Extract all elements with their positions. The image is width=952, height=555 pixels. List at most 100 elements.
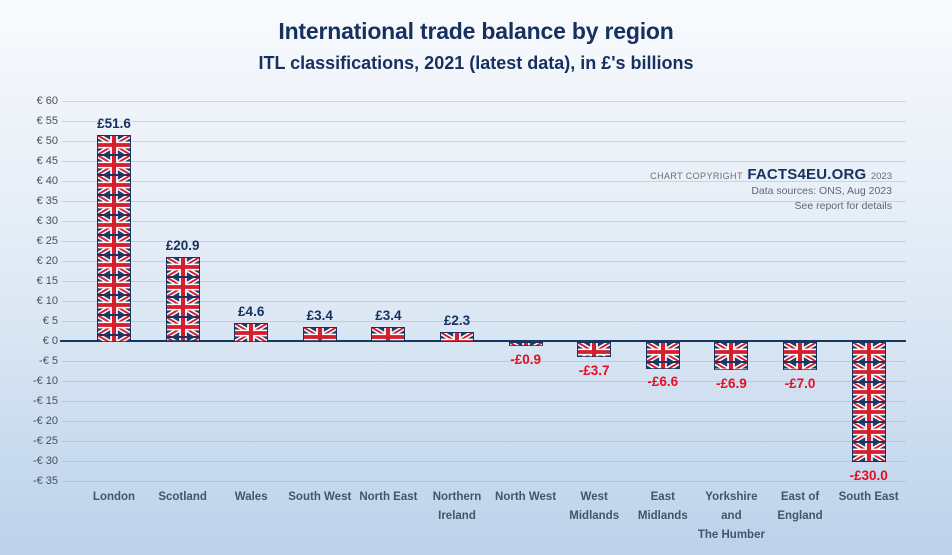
x-category-label: Wales bbox=[208, 488, 294, 507]
y-tick-label: -€ 15 bbox=[32, 395, 58, 407]
gridline bbox=[62, 141, 906, 142]
bar-north-west bbox=[508, 342, 543, 346]
x-category-label-line: North East bbox=[359, 491, 418, 503]
x-category-label: East of England bbox=[757, 488, 843, 526]
gridline bbox=[62, 261, 906, 262]
y-tick-label: € 30 bbox=[36, 215, 58, 227]
x-category-label-line: East bbox=[650, 491, 675, 503]
gridline bbox=[62, 161, 906, 162]
x-category-label-line: Northern bbox=[432, 491, 482, 503]
chart-title: International trade balance by region bbox=[278, 18, 674, 44]
gridline bbox=[62, 181, 906, 182]
x-category-label: Scotland bbox=[140, 488, 226, 507]
bar-wales bbox=[234, 322, 269, 342]
x-category-label-line: Scotland bbox=[158, 491, 207, 503]
bar-value-label: £3.4 bbox=[306, 308, 333, 324]
bar-south-west bbox=[302, 327, 337, 342]
y-tick-label: € 15 bbox=[36, 275, 58, 287]
bar-value-label: -£6.9 bbox=[716, 375, 747, 391]
x-category-label-line: and bbox=[721, 510, 742, 522]
bar-london bbox=[97, 134, 131, 342]
x-category-label-line: North West bbox=[495, 491, 557, 503]
x-category-label-line: Wales bbox=[234, 491, 268, 503]
copyright-block: CHART COPYRIGHT FACTS4EU.ORG 2023 Data s… bbox=[650, 167, 892, 214]
y-tick-label: € 35 bbox=[36, 195, 58, 207]
y-tick-label: € 45 bbox=[36, 155, 58, 167]
y-tick-label: -€ 10 bbox=[32, 375, 58, 387]
y-tick-label: € 60 bbox=[36, 95, 58, 107]
x-category-label-line: Ireland bbox=[438, 510, 476, 522]
bar-west-midlands bbox=[577, 342, 612, 357]
y-tick-label: -€ 20 bbox=[32, 415, 58, 427]
gridline bbox=[62, 461, 906, 462]
bar-value-label: £4.6 bbox=[238, 303, 265, 319]
x-category-label: London bbox=[71, 488, 157, 507]
x-category-label-line: The Humber bbox=[697, 529, 765, 541]
y-tick-label: € 20 bbox=[36, 255, 58, 267]
gridline bbox=[62, 381, 906, 382]
x-category-label: North East bbox=[345, 488, 431, 507]
gridline bbox=[62, 321, 906, 322]
gridline bbox=[62, 441, 906, 442]
bar-value-label: -£7.0 bbox=[784, 376, 816, 391]
y-tick-label: € 40 bbox=[36, 175, 58, 187]
x-category-label: East Midlands bbox=[620, 488, 706, 526]
x-category-label-line: Yorkshire bbox=[705, 491, 758, 503]
y-tick-label: -€ 35 bbox=[32, 475, 58, 487]
bar-value-label: £20.9 bbox=[165, 238, 200, 254]
gridline bbox=[62, 301, 906, 302]
y-tick-label: € 10 bbox=[36, 295, 58, 307]
x-category-label-line: South West bbox=[288, 491, 352, 503]
bar-value-label: £51.6 bbox=[97, 115, 131, 131]
y-tick-label: -€ 30 bbox=[32, 455, 58, 467]
y-tick-label: -€ 25 bbox=[32, 435, 58, 447]
copyright-line: CHART COPYRIGHT FACTS4EU.ORG 2023 bbox=[650, 167, 892, 184]
y-tick-label: € 5 bbox=[42, 315, 58, 327]
x-category-label-line: Midlands bbox=[637, 510, 688, 522]
bar-yorkshire-and-the-humber bbox=[714, 342, 749, 370]
x-category-label-line: East of bbox=[780, 491, 820, 503]
gridline bbox=[62, 421, 906, 422]
x-category-label: Yorkshire and The Humber bbox=[688, 488, 774, 545]
bar-east-midlands bbox=[645, 342, 680, 369]
y-tick-label: € 0 bbox=[42, 335, 58, 347]
gridline bbox=[62, 221, 906, 222]
gridline bbox=[62, 481, 906, 482]
bar-value-label: -£0.9 bbox=[510, 351, 541, 367]
gridline bbox=[62, 201, 906, 202]
copyright-year: 2023 bbox=[870, 171, 892, 182]
bar-value-label: £2.3 bbox=[443, 312, 471, 328]
gridline bbox=[62, 101, 906, 102]
bar-northern-ireland bbox=[440, 331, 474, 342]
bar-value-label: -£30.0 bbox=[849, 468, 888, 483]
y-tick-label: -€ 5 bbox=[39, 355, 58, 367]
copyright-source: Data sources: ONS, Aug 2023 bbox=[751, 185, 892, 197]
x-category-label-line: England bbox=[777, 510, 823, 522]
chart-subtitle: ITL classifications, 2021 (latest data),… bbox=[258, 53, 694, 73]
gridline bbox=[62, 361, 906, 362]
x-category-label-line: West bbox=[580, 491, 608, 503]
gridline bbox=[62, 241, 906, 242]
x-category-label-line: Midlands bbox=[569, 510, 620, 522]
x-category-label-line: London bbox=[92, 491, 136, 503]
x-category-label: South West bbox=[277, 488, 363, 507]
gridline bbox=[62, 281, 906, 282]
bar-value-label: -£6.6 bbox=[647, 374, 679, 390]
x-category-label: Northern Ireland bbox=[414, 488, 500, 526]
y-tick-label: € 25 bbox=[36, 235, 58, 247]
copyright-brand: FACTS4EU.ORG bbox=[747, 166, 867, 183]
copyright-note: See report for details bbox=[794, 200, 892, 212]
gridline bbox=[62, 401, 906, 402]
bar-east-of-england bbox=[783, 342, 817, 370]
copyright-prefix: CHART COPYRIGHT bbox=[650, 171, 743, 181]
x-category-label: North West bbox=[483, 488, 569, 507]
x-category-label-line: South East bbox=[838, 491, 899, 503]
zero-axis-line bbox=[60, 340, 906, 342]
bar-north-east bbox=[371, 327, 406, 342]
bar-south-east bbox=[851, 342, 886, 462]
bar-value-label: £3.4 bbox=[375, 308, 402, 324]
y-tick-label: € 55 bbox=[36, 115, 58, 127]
x-category-label: South East bbox=[826, 488, 912, 507]
